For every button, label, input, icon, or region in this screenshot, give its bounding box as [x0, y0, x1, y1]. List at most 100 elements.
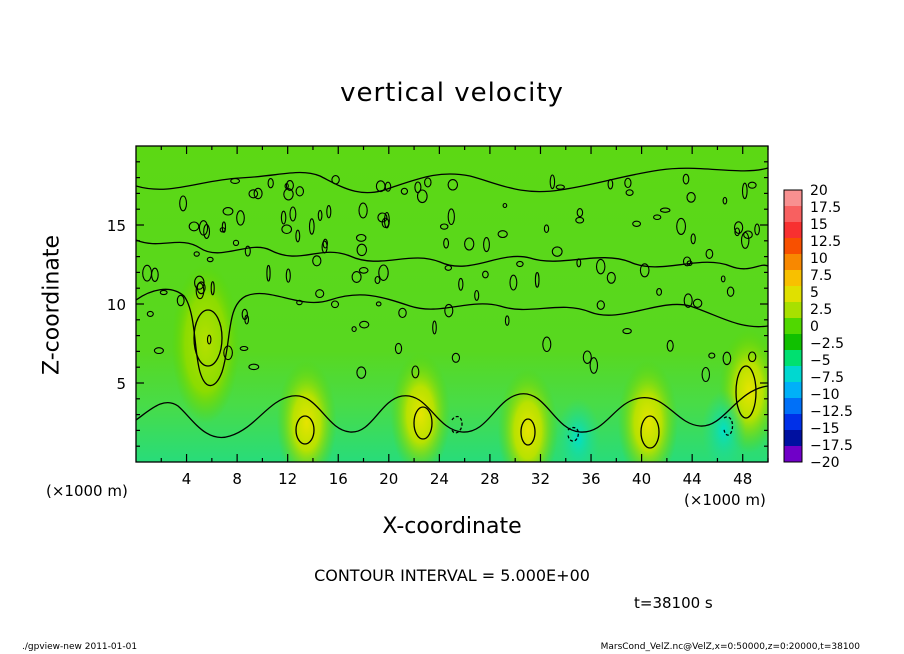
- colorbar-label: 15: [810, 217, 828, 233]
- contour-blob: [722, 196, 728, 205]
- colorbar-frame: [783, 189, 803, 463]
- contour-blob: [683, 293, 693, 308]
- contour-blob: [331, 175, 340, 185]
- colorbar-swatch: [784, 382, 802, 399]
- contour-blob: [509, 274, 518, 291]
- x-tick-label: 48: [733, 470, 752, 488]
- contour-blob: [416, 189, 428, 204]
- contour-blob: [576, 208, 584, 218]
- contour-blob: [374, 275, 381, 285]
- contour-blob: [283, 188, 294, 201]
- contour-lines: [136, 167, 768, 449]
- updraft-cell: [390, 352, 451, 462]
- contour-blob: [701, 366, 711, 383]
- y-axis: 5 10 15: [107, 161, 768, 447]
- contour-blob: [686, 192, 696, 203]
- contour-blob: [659, 207, 671, 213]
- colorbar-swatch: [784, 398, 802, 415]
- contour-blob: [653, 214, 662, 221]
- colorbar-label: −20: [810, 455, 840, 471]
- contour-blob: [686, 260, 693, 267]
- colorbar-swatch: [784, 270, 802, 287]
- contour-blob: [606, 271, 616, 284]
- contour-blob: [722, 351, 732, 366]
- contour-blob: [576, 258, 582, 268]
- x-axis: 4 8 12 16 20 24 28 32 36 40 44 48: [160, 146, 769, 488]
- contour-blob: [358, 202, 368, 219]
- contour-blob: [464, 237, 475, 251]
- contour-blob: [741, 182, 748, 200]
- x-tick-label: 20: [379, 470, 398, 488]
- contour-blob: [383, 211, 390, 229]
- contour-blob: [424, 177, 432, 188]
- contour-blob: [534, 272, 540, 288]
- y-axis-title: Z-coordinate: [39, 235, 65, 375]
- contour-blob: [632, 220, 642, 227]
- contour-blob: [176, 294, 185, 307]
- contour-blob: [159, 289, 168, 296]
- contour-blob: [690, 233, 696, 245]
- contour-blob: [398, 307, 407, 319]
- contour-blob: [322, 238, 328, 249]
- colorbar-label: 20: [810, 183, 828, 199]
- contour-blob: [595, 258, 606, 275]
- field-layer: [136, 146, 768, 462]
- colorbar-label: 2.5: [810, 302, 832, 318]
- colorbar-label: −5: [810, 353, 831, 369]
- footer-left: ./gpview-new 2011-01-01: [22, 642, 138, 652]
- colorbar-swatch: [784, 222, 802, 239]
- contour-blob: [330, 300, 340, 309]
- contour-blob: [194, 275, 205, 290]
- contour-blob: [351, 271, 362, 283]
- colorbar-label: −12.5: [810, 404, 853, 420]
- colorbar-label: −7.5: [810, 370, 844, 386]
- contour-blob: [295, 186, 305, 197]
- contour-blob: [377, 212, 388, 223]
- colorbar-swatch: [784, 366, 802, 383]
- colorbar-label: 0: [810, 319, 819, 335]
- contour-blob: [497, 230, 508, 239]
- colorbar-label: −15: [810, 421, 840, 437]
- contour-blob: [196, 281, 206, 295]
- contour-blob: [193, 251, 200, 257]
- x-axis-title: X-coordinate: [382, 514, 522, 539]
- contour-blob: [639, 263, 650, 278]
- colorbar-swatch: [784, 334, 802, 351]
- contour-blob: [266, 264, 271, 282]
- x-tick-label: 40: [632, 470, 651, 488]
- contour-blob: [146, 310, 154, 317]
- updraft-cell: [276, 360, 337, 462]
- contour-blob: [743, 230, 753, 239]
- contour-blob: [223, 345, 233, 361]
- contour-blob: [551, 246, 563, 257]
- contour-blob: [394, 342, 403, 355]
- contour-blob: [451, 352, 461, 363]
- colorbar-label: 10: [810, 251, 828, 267]
- x-unit-left: (×1000 m): [46, 482, 128, 500]
- contour-blob: [355, 233, 367, 242]
- y-tick-label: 10: [107, 296, 126, 314]
- colorbar-swatch: [784, 286, 802, 303]
- contour-blob: [596, 300, 605, 310]
- contour-blob: [482, 270, 489, 279]
- contour-blob: [622, 328, 632, 335]
- colorbar-swatch: [784, 350, 802, 367]
- x-tick-label: 24: [430, 470, 449, 488]
- contour-blob: [447, 179, 459, 191]
- contour-blob: [705, 248, 714, 259]
- x-tick-label: 28: [480, 470, 499, 488]
- contour-blob: [692, 298, 703, 308]
- contour-blob: [516, 260, 524, 268]
- small-contours: [142, 173, 760, 383]
- contour-blob: [439, 223, 449, 230]
- x-tick-label: 32: [531, 470, 550, 488]
- contour-blob: [682, 173, 690, 185]
- contour-blob: [740, 231, 750, 249]
- x-unit-right: (×1000 m): [684, 491, 766, 509]
- colorbar-swatch: [784, 446, 802, 463]
- contour-blob: [232, 239, 240, 247]
- contour-blob: [241, 308, 248, 321]
- contour-blob: [289, 206, 297, 222]
- contour-blob: [210, 281, 215, 296]
